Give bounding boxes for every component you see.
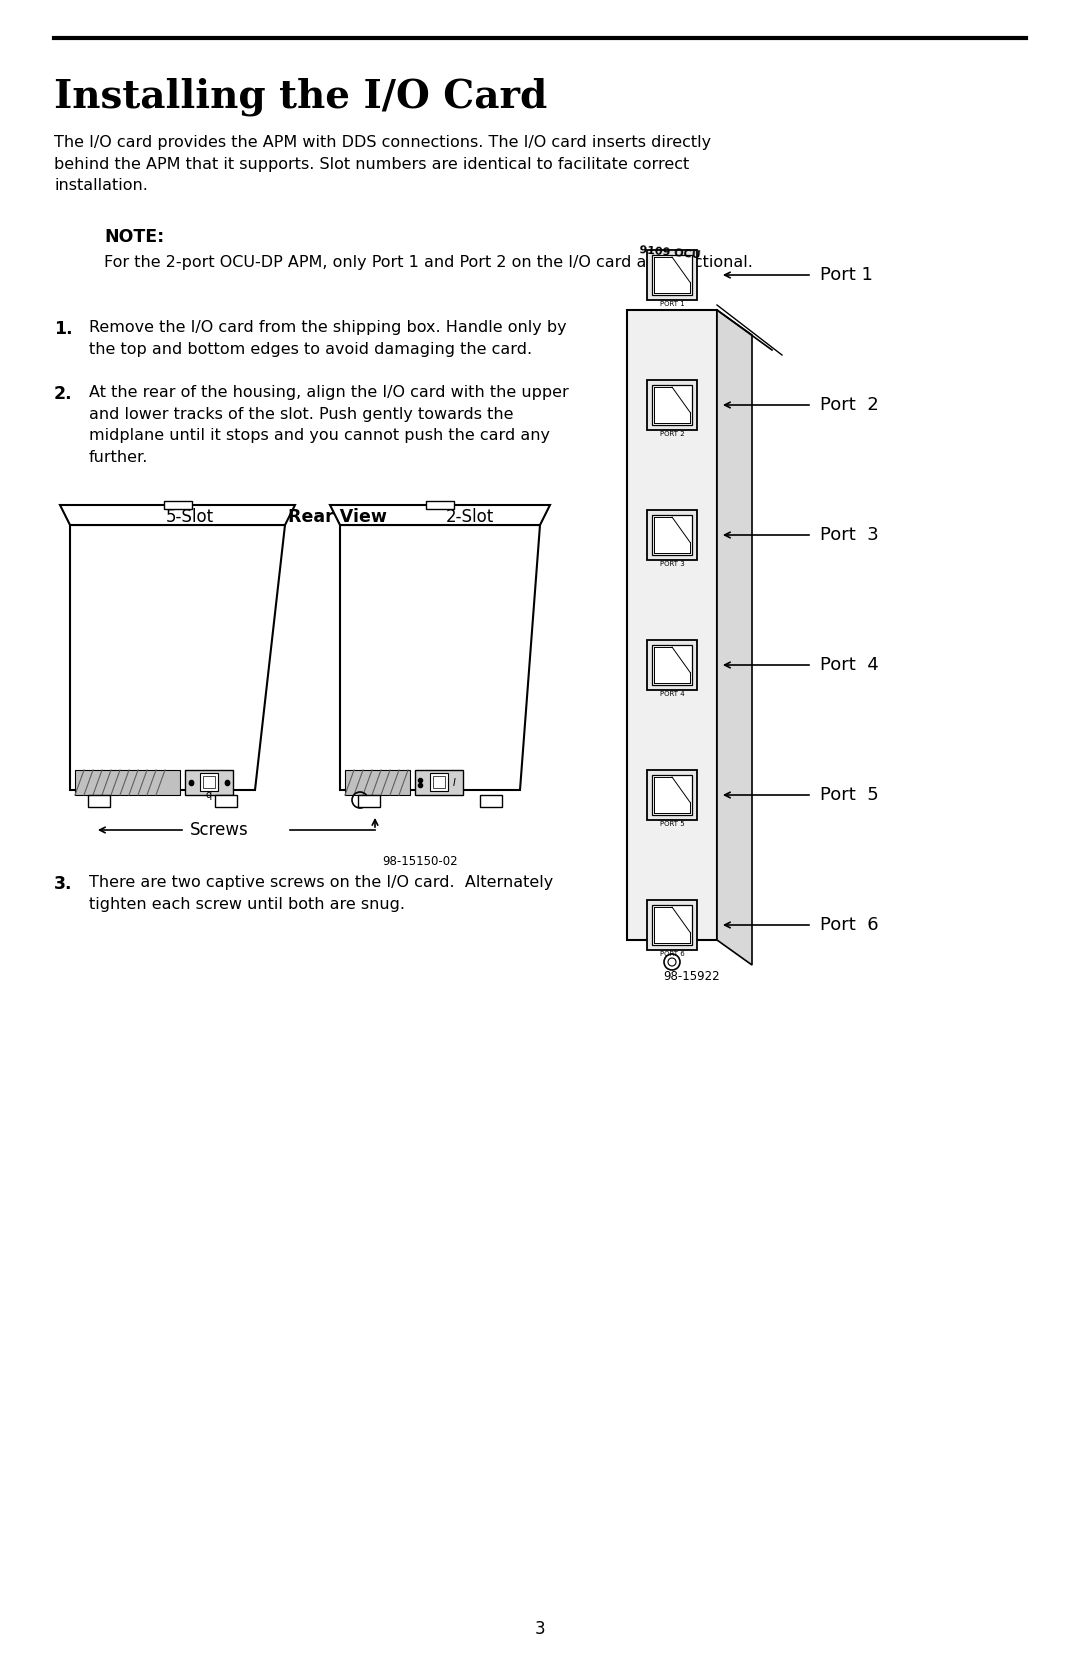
Bar — [185, 769, 233, 794]
Text: The I/O card provides the APM with DDS connections. The I/O card inserts directl: The I/O card provides the APM with DDS c… — [54, 135, 711, 194]
Bar — [652, 516, 692, 556]
Bar — [426, 501, 454, 509]
Bar — [652, 774, 692, 814]
Bar — [203, 776, 215, 788]
Text: For the 2-port OCU-DP APM, only Port 1 and Port 2 on the I/O card are functional: For the 2-port OCU-DP APM, only Port 1 a… — [104, 255, 753, 270]
Text: 5-Slot: 5-Slot — [166, 507, 214, 526]
Bar — [357, 794, 380, 808]
Bar — [652, 386, 692, 426]
Text: Port  5: Port 5 — [820, 786, 879, 804]
Text: 2.: 2. — [54, 386, 72, 402]
Bar — [647, 511, 697, 561]
Text: 3: 3 — [535, 1621, 545, 1637]
Text: Port  3: Port 3 — [820, 526, 879, 544]
Text: q: q — [206, 789, 212, 799]
Text: PORT 1: PORT 1 — [660, 300, 685, 307]
Bar — [647, 250, 697, 300]
Text: Port 1: Port 1 — [820, 265, 873, 284]
Text: Remove the I/O card from the shipping box. Handle only by
the top and bottom edg: Remove the I/O card from the shipping bo… — [89, 320, 567, 357]
Text: Port  2: Port 2 — [820, 396, 879, 414]
Bar — [430, 773, 448, 791]
Bar — [75, 769, 180, 794]
Bar — [652, 644, 692, 684]
Text: 3.: 3. — [54, 875, 72, 893]
Bar — [480, 794, 502, 808]
Polygon shape — [340, 526, 540, 789]
Text: 1.: 1. — [54, 320, 72, 339]
Bar — [652, 255, 692, 295]
Text: Rear View: Rear View — [287, 507, 387, 526]
Text: Screws: Screws — [190, 821, 248, 840]
Bar — [647, 900, 697, 950]
Text: I: I — [453, 778, 456, 788]
Text: Port  4: Port 4 — [820, 656, 879, 674]
Text: 9109 OCU: 9109 OCU — [639, 245, 701, 260]
Text: PORT 6: PORT 6 — [660, 951, 685, 956]
Text: Port  6: Port 6 — [820, 916, 879, 935]
Text: PORT 3: PORT 3 — [660, 561, 685, 567]
Polygon shape — [330, 506, 550, 526]
Bar — [200, 773, 218, 791]
Text: PORT 2: PORT 2 — [660, 431, 685, 437]
Circle shape — [669, 958, 676, 966]
Text: There are two captive screws on the I/O card.  Alternately
tighten each screw un: There are two captive screws on the I/O … — [89, 875, 553, 911]
Text: NOTE:: NOTE: — [104, 229, 164, 245]
Text: Installing the I/O Card: Installing the I/O Card — [54, 78, 548, 117]
Text: PORT 5: PORT 5 — [660, 821, 685, 828]
Bar — [87, 794, 110, 808]
Bar — [647, 381, 697, 431]
Text: PORT 4: PORT 4 — [660, 691, 685, 698]
Polygon shape — [627, 310, 717, 940]
Text: 98-15150-02: 98-15150-02 — [382, 855, 458, 868]
Text: At the rear of the housing, align the I/O card with the upper
and lower tracks o: At the rear of the housing, align the I/… — [89, 386, 569, 464]
Bar — [433, 776, 445, 788]
Bar — [215, 794, 237, 808]
Text: 2-Slot: 2-Slot — [446, 507, 495, 526]
Polygon shape — [717, 310, 752, 965]
Bar — [345, 769, 410, 794]
Bar — [163, 501, 191, 509]
Circle shape — [669, 284, 676, 292]
Polygon shape — [70, 526, 285, 789]
Bar — [647, 639, 697, 689]
Bar — [415, 769, 463, 794]
Bar — [652, 905, 692, 945]
Bar — [647, 769, 697, 819]
Text: 98-15922: 98-15922 — [664, 970, 720, 983]
Polygon shape — [60, 506, 295, 526]
